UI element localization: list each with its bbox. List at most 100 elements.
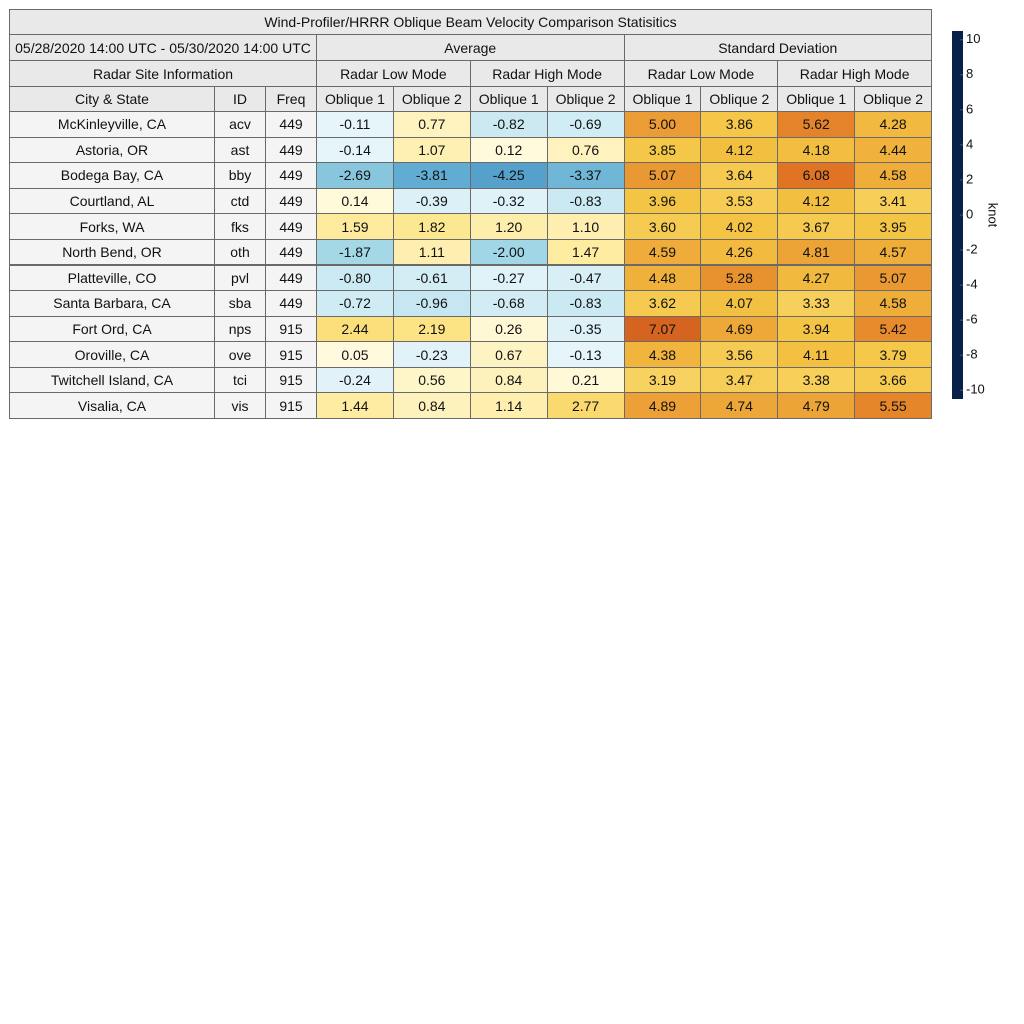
value-cell: -2.69 — [316, 162, 394, 189]
value-cell: 4.58 — [854, 162, 932, 189]
site-cell: Astoria, OR — [9, 136, 215, 164]
value-cell: 0.05 — [316, 341, 394, 368]
site-cell: ctd — [214, 187, 266, 215]
site-cell: bby — [214, 162, 266, 189]
value-cell: 4.12 — [700, 136, 779, 164]
value-cell: 4.69 — [700, 315, 779, 343]
value-cell: -0.61 — [392, 264, 471, 292]
mode-header: Radar Low Mode — [316, 60, 471, 87]
site-cell: 449 — [265, 111, 317, 138]
value-cell: 1.20 — [469, 213, 548, 240]
value-cell: -0.32 — [469, 187, 548, 215]
value-cell: 3.19 — [623, 366, 702, 394]
value-cell: -0.47 — [546, 264, 625, 292]
value-cell: 4.07 — [700, 290, 779, 317]
site-cell: oth — [214, 238, 266, 266]
site-cell: 449 — [265, 290, 317, 317]
value-cell: -0.69 — [546, 111, 625, 138]
column-header: Oblique 2 — [700, 86, 779, 112]
site-cell: Bodega Bay, CA — [9, 162, 215, 189]
mode-header: Radar Low Mode — [623, 60, 779, 87]
period: 05/28/2020 14:00 UTC - 05/30/2020 14:00 … — [9, 34, 317, 61]
value-cell: 4.38 — [623, 341, 702, 368]
value-cell: -0.83 — [546, 187, 625, 215]
value-cell: 3.95 — [854, 213, 932, 240]
mode-header: Radar High Mode — [469, 60, 625, 87]
value-cell: 4.02 — [700, 213, 779, 240]
value-cell: -0.27 — [469, 264, 548, 292]
value-cell: -0.82 — [469, 111, 548, 138]
site-cell: Oroville, CA — [9, 341, 215, 368]
column-header: Oblique 1 — [316, 86, 394, 112]
value-cell: 3.33 — [777, 290, 856, 317]
value-cell: -3.37 — [546, 162, 625, 189]
value-cell: 4.11 — [777, 341, 856, 368]
value-cell: 0.76 — [546, 136, 625, 164]
value-cell: 0.67 — [469, 341, 548, 368]
colorbar-gradient — [952, 31, 963, 399]
colorbar-tick-label: -10 — [966, 382, 985, 397]
column-header: ID — [214, 86, 266, 112]
column-header: Freq — [265, 86, 317, 112]
site-cell: 449 — [265, 264, 317, 292]
site-cell: Visalia, CA — [9, 392, 215, 419]
site-cell: 449 — [265, 187, 317, 215]
value-cell: -0.72 — [316, 290, 394, 317]
value-cell: 4.81 — [777, 238, 856, 266]
value-cell: 0.12 — [469, 136, 548, 164]
value-cell: 0.21 — [546, 366, 625, 394]
value-cell: 1.07 — [392, 136, 471, 164]
value-cell: 1.11 — [392, 238, 471, 266]
site-cell: North Bend, OR — [9, 238, 215, 266]
value-cell: 3.67 — [777, 213, 856, 240]
colorbar-tick-label: -2 — [966, 241, 978, 256]
value-cell: 5.28 — [700, 264, 779, 292]
value-cell: -4.25 — [469, 162, 548, 189]
site-cell: 915 — [265, 392, 317, 419]
value-cell: -0.13 — [546, 341, 625, 368]
value-cell: 0.84 — [392, 392, 471, 419]
value-cell: 4.74 — [700, 392, 779, 419]
value-cell: 3.53 — [700, 187, 779, 215]
value-cell: 4.58 — [854, 290, 932, 317]
value-cell: -2.00 — [469, 238, 548, 266]
site-cell: sba — [214, 290, 266, 317]
value-cell: 3.41 — [854, 187, 932, 215]
value-cell: 1.47 — [546, 238, 625, 266]
value-cell: -0.96 — [392, 290, 471, 317]
column-header: Oblique 2 — [392, 86, 471, 112]
site-cell: Fort Ord, CA — [9, 315, 215, 343]
site-cell: ast — [214, 136, 266, 164]
colorbar-tick-label: 4 — [966, 136, 973, 151]
site-cell: 449 — [265, 213, 317, 240]
colorbar-tick-label: 6 — [966, 101, 973, 116]
site-cell: Santa Barbara, CA — [9, 290, 215, 317]
value-cell: -0.23 — [392, 341, 471, 368]
value-cell: 3.47 — [700, 366, 779, 394]
site-cell: fks — [214, 213, 266, 240]
site-cell: ove — [214, 341, 266, 368]
site-cell: McKinleyville, CA — [9, 111, 215, 138]
value-cell: 2.44 — [316, 315, 394, 343]
site-cell: acv — [214, 111, 266, 138]
value-cell: -0.24 — [316, 366, 394, 394]
group-header: Average — [316, 34, 625, 61]
site-cell: 449 — [265, 162, 317, 189]
value-cell: 4.18 — [777, 136, 856, 164]
value-cell: 0.77 — [392, 111, 471, 138]
value-cell: -3.81 — [392, 162, 471, 189]
value-cell: 2.77 — [546, 392, 625, 419]
value-cell: 2.19 — [392, 315, 471, 343]
colorbar-tick-label: -8 — [966, 347, 978, 362]
value-cell: 3.60 — [623, 213, 702, 240]
site-cell: Forks, WA — [9, 213, 215, 240]
value-cell: 3.79 — [854, 341, 932, 368]
mode-header: Radar High Mode — [777, 60, 932, 87]
colorbar-tick-label: 2 — [966, 171, 973, 186]
colorbar-tick-label: -6 — [966, 312, 978, 327]
site-cell: tci — [214, 366, 266, 394]
value-cell: 5.62 — [777, 111, 856, 138]
value-cell: 5.55 — [854, 392, 932, 419]
value-cell: 3.64 — [700, 162, 779, 189]
